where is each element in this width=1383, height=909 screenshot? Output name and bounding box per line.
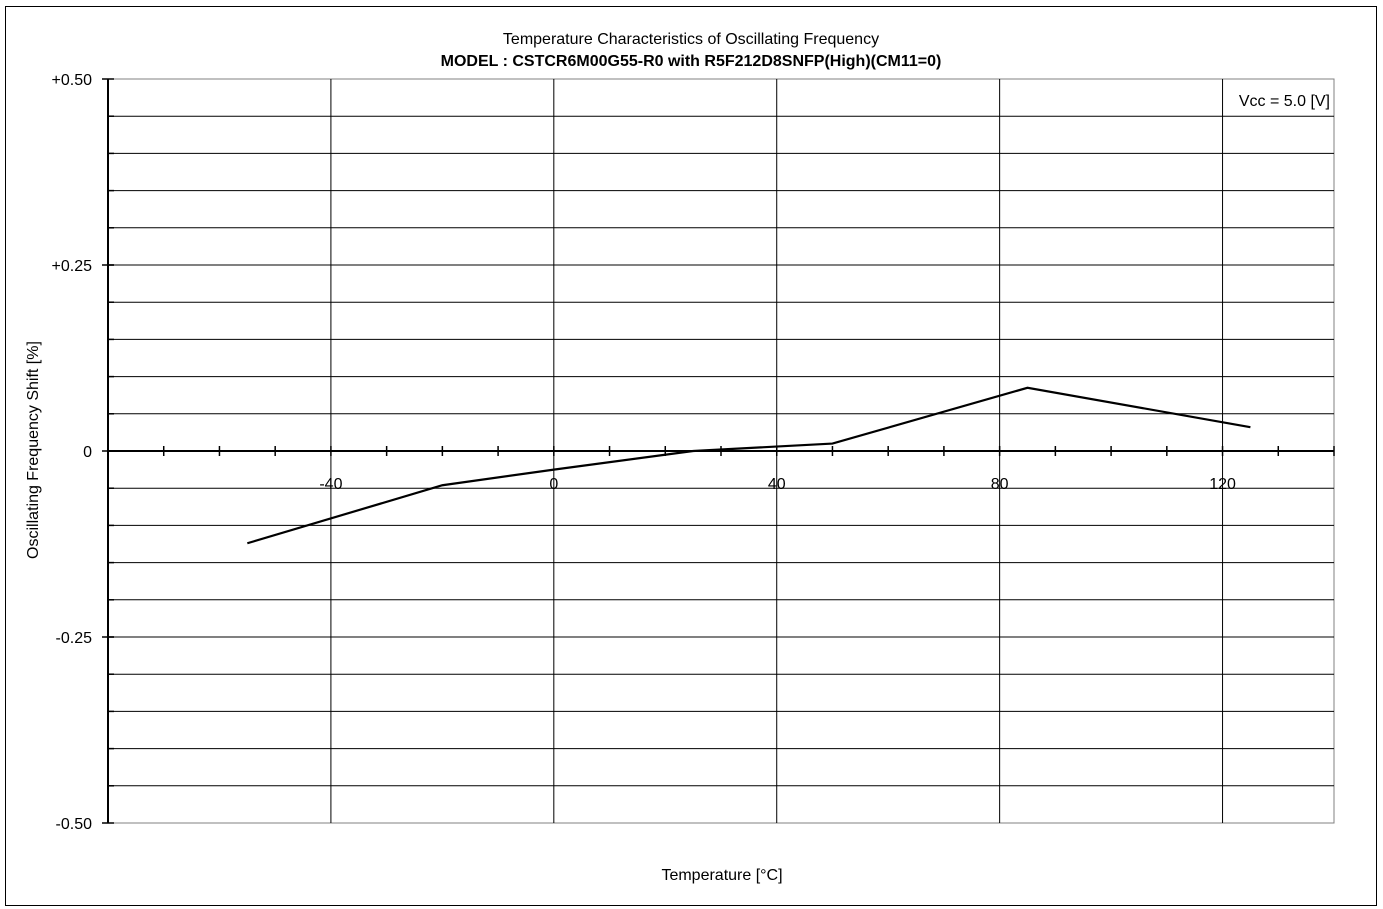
chart-title: Temperature Characteristics of Oscillati…: [503, 31, 879, 48]
x-tick-label: 120: [1209, 476, 1236, 493]
y-tick-labels: +0.50 +0.25 0 -0.25 -0.50: [52, 72, 93, 833]
x-tick-label: -40: [319, 476, 342, 493]
x-axis-label: Temperature [°C]: [661, 867, 782, 884]
grid-lines: [108, 79, 1334, 823]
tick-marks: [102, 78, 1335, 824]
x-tick-label: 0: [549, 476, 558, 493]
y-tick-label: -0.25: [56, 630, 93, 647]
y-tick-label: 0: [83, 444, 92, 461]
y-axis-label: Oscillating Frequency Shift [%]: [25, 341, 42, 559]
vcc-annotation: Vcc = 5.0 [V]: [1239, 93, 1330, 110]
x-tick-label: 80: [991, 476, 1009, 493]
y-tick-label: -0.50: [56, 816, 93, 833]
x-tick-labels: -40 0 40 80 120: [319, 476, 1236, 493]
y-tick-label: +0.50: [52, 72, 93, 89]
series-group: [247, 386, 1251, 545]
chart-frame: [5, 6, 1377, 906]
y-tick-label: +0.25: [52, 258, 93, 275]
chart-subtitle: MODEL : CSTCR6M00G55-R0 with R5F212D8SNF…: [441, 53, 942, 70]
series-line: [247, 386, 1251, 545]
x-tick-label: 40: [768, 476, 786, 493]
